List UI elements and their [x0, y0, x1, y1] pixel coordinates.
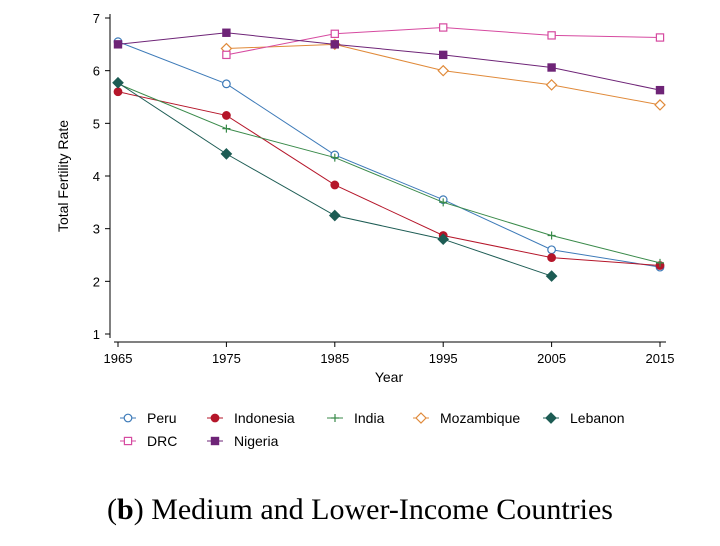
legend-item-mozambique: Mozambique [413, 410, 520, 426]
data-point-indonesia-1965 [113, 87, 123, 97]
data-point-india-1985 [330, 153, 339, 162]
data-point-drc-1985 [330, 29, 340, 39]
series-line-lebanon [117, 82, 552, 277]
legend-marker-mozambique [415, 412, 427, 424]
y-tick-label-4: 4 [93, 169, 100, 184]
y-tick-label-7: 7 [93, 11, 100, 26]
data-point-nigeria-1965 [113, 40, 123, 49]
series-peru [113, 37, 665, 272]
axes [109, 14, 666, 343]
x-ticks: 1965 1975 1985 1995 2005 2015 [104, 342, 675, 366]
data-point-india-2005 [547, 231, 556, 240]
data-point-mozambique-2005 [545, 79, 558, 91]
data-point-indonesia-1985 [330, 180, 340, 190]
series-lebanon [112, 76, 558, 282]
legend-marker-india [331, 414, 339, 422]
legend-marker-nigeria [210, 436, 220, 446]
series-line-peru [117, 41, 661, 268]
legend-item-nigeria: Nigeria [207, 433, 279, 449]
x-tick-label-1985: 1985 [320, 351, 349, 366]
data-point-nigeria-2015 [655, 85, 665, 95]
series-india [114, 79, 664, 267]
legend-marker-drc [123, 436, 133, 446]
figure-caption: (b) Medium and Lower-Income Countries [0, 493, 720, 527]
x-tick-label-2005: 2005 [537, 351, 566, 366]
y-tick-label-2: 2 [93, 274, 100, 289]
data-point-drc-1995 [439, 23, 448, 32]
data-point-lebanon-1965 [112, 76, 124, 89]
x-axis-label: Year [375, 369, 404, 385]
y-axis-label: Total Fertility Rate [55, 120, 71, 232]
data-point-drc-1975 [222, 50, 231, 60]
data-point-drc-2005 [547, 31, 556, 40]
data-point-india-1975 [222, 124, 231, 133]
series-line-nigeria [117, 32, 661, 91]
legend-item-peru: Peru [120, 410, 177, 426]
data-point-nigeria-1975 [222, 28, 231, 37]
data-point-indonesia-2005 [547, 253, 556, 263]
y-tick-label-5: 5 [93, 116, 100, 131]
data-point-indonesia-1975 [221, 111, 231, 120]
caption-open-paren: ( [107, 493, 118, 526]
y-tick-label-3: 3 [93, 222, 100, 237]
legend-marker-lebanon [545, 412, 557, 424]
legend-label-drc: DRC [147, 433, 177, 449]
data-point-peru-2005 [547, 245, 556, 255]
series-mozambique [220, 38, 666, 111]
series-indonesia [113, 87, 665, 270]
x-tick-label-1965: 1965 [104, 351, 133, 366]
y-tick-label-1: 1 [93, 327, 100, 342]
x-tick-label-2015: 2015 [646, 351, 675, 366]
data-point-lebanon-1985 [328, 209, 341, 222]
data-point-nigeria-1995 [439, 50, 448, 60]
data-point-nigeria-2005 [547, 63, 556, 72]
legend-item-lebanon: Lebanon [543, 410, 625, 426]
legend-label-nigeria: Nigeria [234, 433, 279, 449]
legend-marker-peru [123, 413, 133, 423]
data-point-lebanon-1995 [437, 233, 450, 246]
data-point-lebanon-1975 [220, 148, 233, 160]
legend-item-drc: DRC [120, 433, 177, 449]
caption-letter: b [117, 493, 134, 526]
series-layer [112, 23, 666, 282]
data-point-mozambique-2015 [654, 99, 666, 111]
data-point-lebanon-2005 [545, 270, 558, 282]
y-ticks: 1 2 3 4 5 6 7 [93, 11, 110, 342]
legend-label-mozambique: Mozambique [440, 410, 520, 426]
data-point-india-1995 [439, 198, 448, 207]
data-point-peru-1975 [221, 79, 231, 89]
fertility-line-chart: 1965 1975 1985 1995 2005 2015 1 2 3 4 5 6 7 Year To… [55, 11, 675, 449]
legend-label-peru: Peru [147, 410, 177, 426]
data-point-mozambique-1995 [437, 64, 450, 77]
legend-marker-indonesia [210, 413, 220, 423]
legend: Peru Indonesia India Mozambique Lebanon DRC Ni… [120, 410, 625, 449]
caption-text: ) Medium and Lower-Income Countries [133, 493, 613, 526]
legend-item-indonesia: Indonesia [207, 410, 295, 426]
y-tick-label-6: 6 [93, 64, 100, 79]
legend-item-india: India [327, 410, 385, 426]
x-tick-label-1975: 1975 [212, 351, 241, 366]
x-tick-label-1995: 1995 [429, 351, 458, 366]
data-point-india-2015 [656, 258, 664, 267]
series-nigeria [113, 28, 665, 95]
legend-label-lebanon: Lebanon [570, 410, 625, 426]
legend-label-india: India [354, 410, 385, 426]
legend-label-indonesia: Indonesia [234, 410, 295, 426]
data-point-drc-2015 [655, 33, 665, 42]
series-line-india [117, 83, 661, 264]
series-line-indonesia [117, 91, 661, 267]
data-point-nigeria-1985 [330, 40, 340, 49]
